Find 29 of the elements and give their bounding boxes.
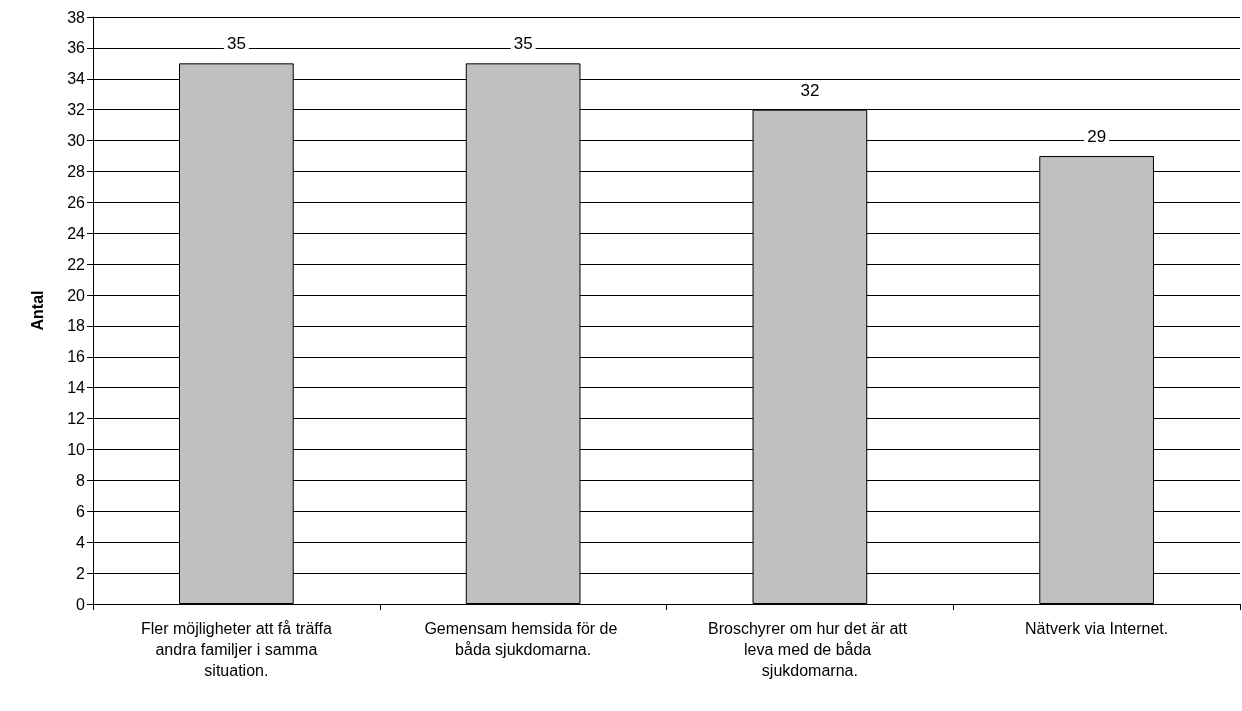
x-tick-label: Nätverk via Internet.	[1025, 620, 1169, 637]
data-label: 35	[226, 34, 246, 54]
y-tick-label: 34	[67, 70, 86, 88]
y-tick-label: 10	[67, 441, 86, 459]
y-tick-label: 26	[67, 193, 86, 211]
y-tick-label: 0	[76, 595, 86, 613]
x-tick-label: Broschyrer om hur det är att leva med de båda sjukdomarna.	[708, 620, 912, 679]
y-tick-label: 18	[67, 317, 86, 335]
y-tick-label: 36	[67, 39, 86, 57]
y-tick-label: 30	[67, 132, 86, 150]
y-tick-label: 32	[67, 101, 86, 119]
data-label: 32	[800, 80, 820, 100]
y-tick-label: 2	[76, 564, 86, 582]
data-label: 35	[513, 34, 533, 54]
y-tick-label: 16	[67, 348, 86, 366]
y-axis-title: Antal	[28, 290, 46, 331]
x-tick-label: Fler möjligheter att få träffa andra familjer i samma situation.	[140, 620, 332, 679]
y-tick-label: 22	[67, 255, 86, 273]
y-tick-label: 8	[76, 471, 86, 489]
y-tick-label: 4	[76, 533, 86, 551]
y-tick-label: 24	[67, 224, 86, 242]
y-tick-label: 6	[76, 502, 86, 520]
data-label: 29	[1087, 127, 1107, 147]
y-tick-label: 20	[67, 286, 86, 304]
y-tick-label: 12	[67, 410, 86, 428]
y-tick-label: 28	[67, 162, 86, 180]
y-tick-label: 14	[67, 379, 86, 397]
y-tick-label: 38	[67, 8, 86, 26]
x-tick-label: Gemensam hemsida för de båda sjukdomarna.	[424, 620, 622, 658]
